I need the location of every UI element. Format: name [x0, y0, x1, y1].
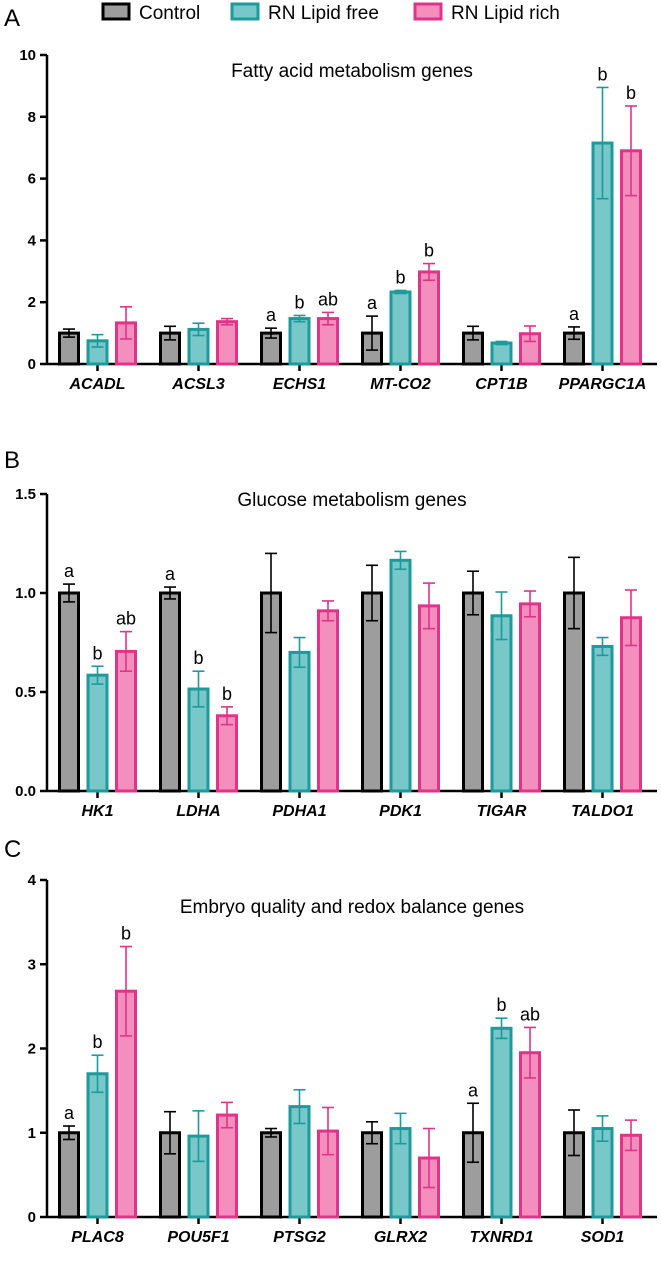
- y-tick-label: 2: [28, 1041, 36, 1058]
- panel-b-glucose: B Glucose metabolism genes 0.0 0.5 1.0 1.5 HK1…: [4, 447, 657, 820]
- x-category-label-pou5f1: POU5F1: [167, 1229, 229, 1246]
- bar-glrx2-control: [361, 1131, 383, 1219]
- legend-swatch-rn-lipid-rich: [413, 2, 443, 21]
- x-category-label-pdk1: PDK1: [379, 803, 422, 820]
- significance-label: b: [193, 648, 203, 668]
- panel-a-fatty-acid: A Fatty acid metabolism genes 0 2 4 6 8 10 ACADL…: [4, 5, 657, 393]
- legend-label-rn-lipid-free: RN Lipid free: [268, 3, 379, 24]
- significance-label: b: [424, 241, 434, 261]
- significance-label: b: [222, 684, 232, 704]
- panel-title: Glucose metabolism genes: [237, 490, 466, 511]
- significance-label: b: [496, 995, 506, 1015]
- x-category-label-acsl3: ACSL3: [171, 376, 225, 393]
- y-tick-label: 3: [28, 956, 36, 973]
- bar-tigar-control: [462, 591, 484, 793]
- x-category-label-ptsg2: PTSG2: [273, 1229, 326, 1246]
- x-category-label-taldo1: TALDO1: [571, 803, 634, 820]
- significance-label: a: [569, 304, 580, 324]
- y-tick-label: 2: [28, 294, 36, 311]
- legend-swatch-rn-lipid-free: [230, 2, 260, 21]
- legend-swatch-control: [101, 2, 131, 21]
- bar-pou5f1-rn-lipid-rich: [216, 1113, 238, 1219]
- y-tick-label: 4: [28, 872, 37, 889]
- significance-label: a: [367, 293, 378, 313]
- x-category-label-ppargc1a: PPARGC1A: [559, 376, 647, 393]
- bar-taldo1-rn-lipid-free: [591, 644, 614, 793]
- y-tick-label: 8: [28, 109, 36, 126]
- significance-label: b: [395, 267, 405, 287]
- bar-pdha1-rn-lipid-rich: [317, 609, 339, 793]
- x-category-label-hk1: HK1: [81, 803, 113, 820]
- bar-cpt1b-rn-lipid-free: [490, 341, 513, 366]
- bar-ptsg2-control: [260, 1131, 282, 1219]
- significance-label: a: [165, 564, 176, 584]
- x-category-label-pdha1: PDHA1: [272, 803, 326, 820]
- bar-mt-co2-rn-lipid-free: [389, 290, 412, 366]
- significance-label: b: [121, 924, 131, 944]
- x-category-label-echs1: ECHS1: [273, 376, 326, 393]
- bar-ldha-control: [159, 591, 181, 793]
- significance-label: b: [294, 292, 304, 312]
- x-category-label-acadl: ACADL: [69, 376, 126, 393]
- bar-tigar-rn-lipid-free: [490, 614, 513, 793]
- bar-plac8-control: [58, 1131, 80, 1219]
- panel-title: Embryo quality and redox balance genes: [180, 897, 524, 918]
- bar-ldha-rn-lipid-rich: [216, 714, 238, 793]
- significance-label: b: [626, 83, 636, 103]
- y-tick-label: 10: [19, 47, 36, 64]
- bar-pdha1-rn-lipid-free: [288, 650, 311, 793]
- y-tick-label: 0.0: [15, 783, 36, 800]
- bar-echs1-rn-lipid-free: [288, 317, 311, 366]
- bar-plac8-rn-lipid-free: [86, 1072, 109, 1219]
- bar-tigar-rn-lipid-rich: [519, 602, 541, 793]
- significance-label: b: [597, 64, 607, 84]
- panel-c-embryo-redox: C Embryo quality and redox balance genes 0…: [4, 836, 657, 1246]
- legend-label-rn-lipid-rich: RN Lipid rich: [451, 3, 560, 24]
- significance-label: b: [92, 643, 102, 663]
- y-tick-label: 0.5: [15, 684, 36, 701]
- bar-pdk1-rn-lipid-rich: [418, 604, 440, 793]
- x-category-label-glrx2: GLRX2: [374, 1229, 427, 1246]
- significance-label: ab: [116, 609, 136, 629]
- bar-txnrd1-rn-lipid-free: [490, 1026, 513, 1219]
- y-tick-label: 0: [28, 1209, 36, 1226]
- panel-label: B: [4, 447, 20, 474]
- y-tick-label: 4: [28, 232, 37, 249]
- x-category-label-mt-co2: MT-CO2: [370, 376, 431, 393]
- significance-label: ab: [318, 289, 338, 309]
- x-category-label-sod1: SOD1: [581, 1229, 625, 1246]
- x-category-label-ldha: LDHA: [176, 803, 220, 820]
- panel-label: C: [4, 836, 21, 863]
- significance-label: a: [468, 1080, 479, 1100]
- bar-hk1-rn-lipid-rich: [115, 649, 137, 793]
- bar-mt-co2-rn-lipid-rich: [418, 270, 440, 366]
- y-tick-label: 1: [28, 1125, 36, 1142]
- bar-acsl3-rn-lipid-rich: [216, 320, 238, 366]
- significance-label: a: [266, 305, 277, 325]
- y-tick-label: 0: [28, 356, 36, 373]
- y-tick-label: 1.0: [15, 585, 36, 602]
- significance-label: b: [92, 1032, 102, 1052]
- legend: Control RN Lipid free RN Lipid rich: [101, 2, 560, 24]
- panel-title: Fatty acid metabolism genes: [231, 61, 473, 82]
- bar-hk1-control: [58, 591, 80, 793]
- panel-label: A: [4, 5, 20, 32]
- x-category-label-txnrd1: TXNRD1: [469, 1229, 533, 1246]
- y-tick-label: 6: [28, 171, 36, 188]
- bar-hk1-rn-lipid-free: [86, 673, 109, 793]
- significance-label: ab: [520, 1004, 540, 1024]
- bar-pdk1-control: [361, 591, 383, 793]
- x-category-label-cpt1b: CPT1B: [475, 376, 527, 393]
- bar-pdk1-rn-lipid-free: [389, 558, 412, 793]
- x-category-label-tigar: TIGAR: [477, 803, 527, 820]
- significance-label: a: [64, 1103, 75, 1123]
- x-category-label-plac8: PLAC8: [71, 1229, 124, 1246]
- significance-label: a: [64, 561, 75, 581]
- legend-label-control: Control: [139, 3, 200, 24]
- y-tick-label: 1.5: [15, 486, 36, 503]
